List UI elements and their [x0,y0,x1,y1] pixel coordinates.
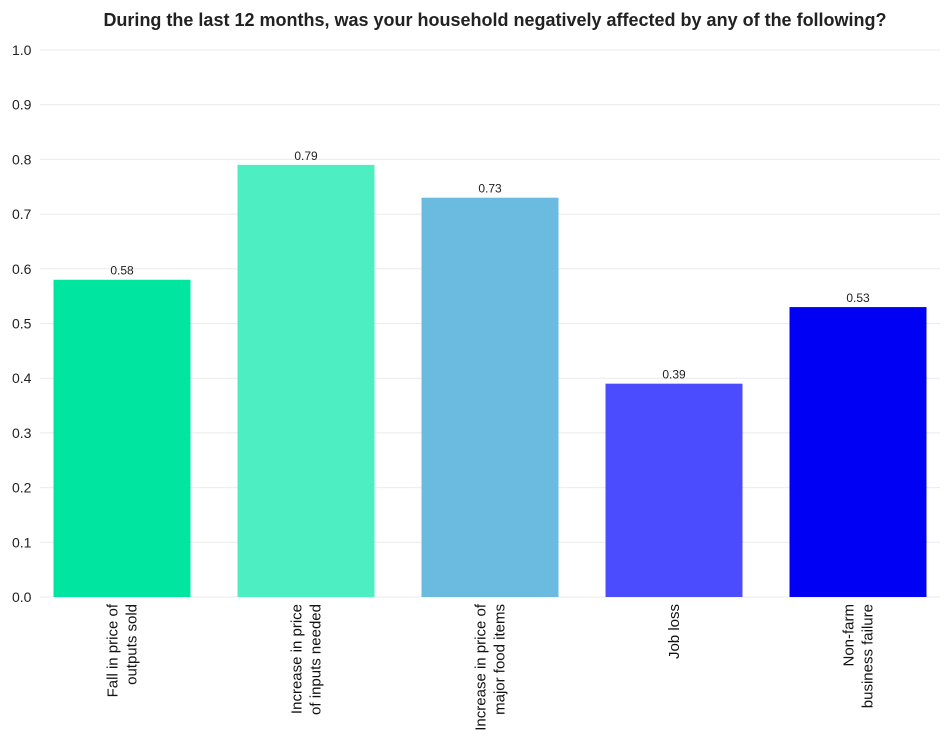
x-tick-label-line: business failure [860,604,877,708]
bar [789,307,927,597]
x-tick-label: Job loss [666,604,683,659]
y-tick-label: 0.1 [12,534,32,550]
data-label: 0.53 [846,291,870,305]
x-tick-label-line: major food items [492,604,509,715]
y-tick-label: 0.8 [12,151,32,167]
y-tick-label: 0.0 [12,589,32,605]
x-tick-label-line: of inputs needed [308,604,325,715]
x-tick-label-line: outputs sold [124,604,141,685]
x-tick-label-line: Fall in price of [105,603,122,697]
y-tick-label: 0.6 [12,261,32,277]
y-tick-label: 1.0 [12,42,32,58]
data-label: 0.79 [294,149,318,163]
x-tick-label: Fall in price of outputs sold [105,603,141,697]
x-tick-label: Non-farm business failure [841,604,877,708]
x-tick-label-line: Increase in price of [473,603,490,731]
y-tick-label: 0.9 [12,97,32,113]
y-tick-label: 0.2 [12,480,32,496]
y-tick-label: 0.3 [12,425,32,441]
y-axis-ticks: 0.0 0.1 0.2 0.3 0.4 0.5 0.6 0.7 0.8 0.9 1.0 [12,42,32,605]
x-axis-labels: Fall in price of outputs sold Increase in … [105,603,877,731]
y-tick-label: 0.5 [12,316,32,332]
bar [421,197,559,597]
data-label: 0.58 [110,264,134,278]
x-tick-label: Increase in price of inputs needed [289,604,325,715]
y-tick-label: 0.4 [12,370,32,386]
data-label: 0.39 [662,368,686,382]
data-label: 0.73 [478,182,502,196]
x-tick-label-line: Increase in price [289,604,306,714]
bar [237,164,375,597]
y-tick-label: 0.7 [12,206,32,222]
bar [53,279,191,597]
bar [605,383,743,597]
data-labels: 0.58 0.79 0.73 0.39 0.53 [110,149,870,382]
bars [53,164,927,597]
x-tick-label: Increase in price of major food items [473,603,509,731]
x-tick-label-line: Job loss [666,604,683,659]
x-tick-label-line: Non-farm [841,604,858,667]
chart-title: During the last 12 months, was your hous… [103,10,886,30]
